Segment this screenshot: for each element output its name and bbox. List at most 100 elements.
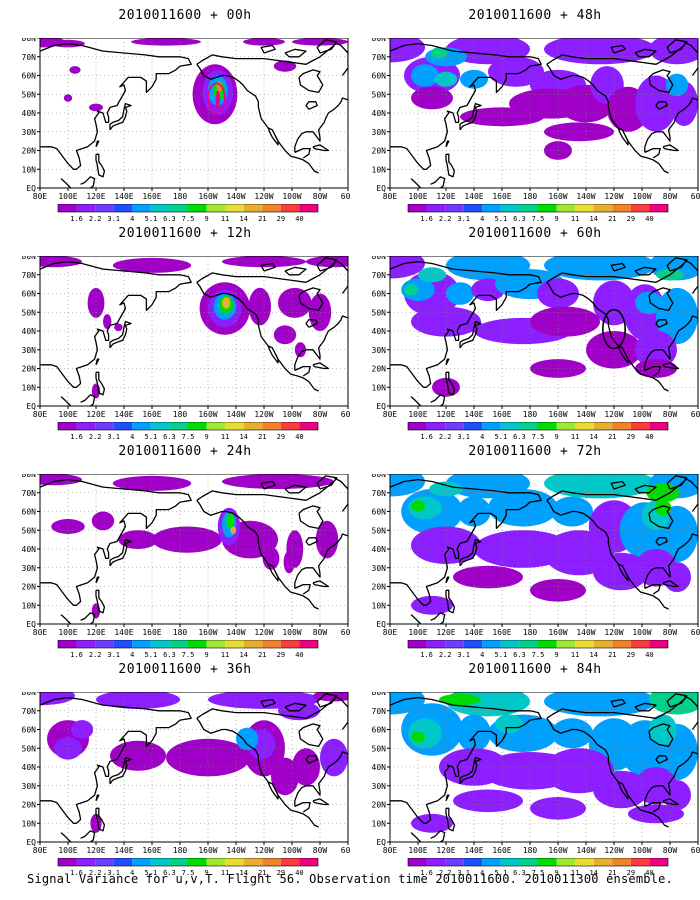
y-tick-label: 10N	[372, 383, 387, 392]
y-tick-label: 50N	[22, 90, 37, 99]
x-tick-label: 160E	[492, 410, 511, 419]
y-tick-label: 30N	[372, 346, 387, 355]
map-plot: EQ 10N 20N 30N 40N 50N 60N 70N 80N 80E 100E 120E 140…	[22, 256, 350, 419]
colorbar-label: 11	[221, 215, 229, 223]
colorbar-label: 6.3	[513, 869, 526, 877]
variance-contour	[418, 267, 446, 283]
colorbar-label: 14	[589, 215, 597, 223]
colorbar-swatch	[95, 422, 114, 430]
colorbar-label: 2.2	[439, 215, 452, 223]
colorbar-label: 29	[627, 651, 635, 659]
y-tick-label: 10N	[22, 819, 37, 828]
x-tick-label: 100W	[282, 628, 301, 637]
x-tick-label: 100E	[58, 846, 77, 855]
variance-field	[390, 256, 698, 397]
colorbar-swatch	[575, 422, 594, 430]
colorbar-swatch	[500, 640, 520, 648]
colorbar-swatch	[132, 422, 151, 430]
y-tick-label: 10N	[22, 383, 37, 392]
variance-contour	[411, 306, 481, 337]
variance-contour	[306, 256, 348, 268]
y-tick-label: 10N	[372, 819, 387, 828]
x-tick-label: 160W	[198, 846, 217, 855]
colorbar: 1.6 2.2 3.1 4 5.1 6.3 7.5 9 11 14 21 29 40	[57, 422, 319, 441]
variance-contour	[411, 526, 481, 565]
colorbar-swatch	[169, 422, 188, 430]
colorbar-swatch	[408, 858, 427, 866]
y-tick-label: 20N	[22, 147, 37, 156]
variance-contour	[103, 314, 112, 330]
colorbar-swatch	[169, 640, 188, 648]
x-tick-label: 100E	[58, 192, 77, 201]
x-tick-label: 120W	[254, 628, 273, 637]
x-tick-label: 160W	[198, 410, 217, 419]
colorbar-swatch	[280, 640, 300, 648]
colorbar-label: 1.6	[70, 433, 83, 441]
colorbar-swatch	[113, 858, 133, 866]
variance-contour	[411, 86, 453, 110]
colorbar-label: 3.1	[457, 869, 470, 877]
panel-title: 2010011600 + 24h	[118, 444, 252, 459]
colorbar-swatch	[612, 422, 631, 430]
x-tick-label: 80W	[663, 846, 678, 855]
x-tick-label: 120E	[86, 410, 105, 419]
colorbar-swatch	[150, 422, 170, 430]
map-panel-36h: 2010011600 + 36h EQ 10N 20N 30N 40N 50N 60N 70N 8…	[20, 662, 350, 880]
y-tick-label: 80N	[372, 474, 387, 479]
y-tick-label: 80N	[22, 474, 37, 479]
x-tick-label: 180	[523, 628, 538, 637]
x-tick-label: 140W	[576, 846, 595, 855]
variance-field	[40, 692, 348, 833]
gridlines	[40, 256, 348, 406]
variance-contour	[70, 720, 94, 739]
colorbar-swatch	[593, 640, 613, 648]
colorbar-swatch	[132, 204, 151, 212]
colorbar-swatch	[408, 422, 427, 430]
variance-field	[390, 692, 698, 833]
y-tick-label: 10N	[372, 601, 387, 610]
variance-contour	[457, 714, 491, 753]
x-tick-label: 160W	[548, 628, 567, 637]
x-tick-label: 140E	[464, 410, 483, 419]
colorbar-label: 40	[645, 651, 653, 659]
y-tick-label: 50N	[372, 526, 387, 535]
y-tick-label: 60N	[372, 726, 387, 735]
colorbar-label: 11	[571, 869, 579, 877]
colorbar-label: 9	[204, 215, 208, 223]
colorbar-label: 11	[571, 433, 579, 441]
colorbar-label: 9	[204, 869, 208, 877]
colorbar-swatch	[225, 204, 244, 212]
variance-contour	[411, 595, 453, 615]
x-tick-label: 100W	[632, 410, 651, 419]
variance-contour	[278, 287, 312, 318]
x-tick-label: 60W	[341, 192, 350, 201]
variance-contour	[530, 306, 600, 337]
colorbar-swatch	[58, 858, 77, 866]
x-tick-label: 180	[173, 846, 188, 855]
panel-title: 2010011600 + 36h	[118, 662, 252, 677]
x-tick-label: 80E	[383, 192, 398, 201]
x-tick-label: 80E	[383, 410, 398, 419]
colorbar-label: 7.5	[182, 651, 195, 659]
colorbar: 1.6 2.2 3.1 4 5.1 6.3 7.5 9 11 14 21 29 40	[407, 422, 669, 441]
x-tick-label: 140W	[576, 628, 595, 637]
colorbar-swatch	[206, 422, 226, 430]
map-plot: EQ 10N 20N 30N 40N 50N 60N 70N 80N 80E 100E 120E 140…	[372, 38, 700, 201]
x-tick-label: 160W	[548, 410, 567, 419]
variance-contour	[649, 38, 698, 65]
variance-contour	[215, 90, 220, 110]
variance-contour	[663, 780, 691, 811]
colorbar-swatch	[538, 204, 557, 212]
x-tick-label: 180	[523, 410, 538, 419]
colorbar-swatch	[426, 640, 446, 648]
x-tick-label: 160W	[198, 192, 217, 201]
y-tick-label: 20N	[22, 583, 37, 592]
x-tick-label: 160E	[142, 628, 161, 637]
y-tick-label: EQ	[376, 838, 386, 847]
colorbar-swatch	[262, 204, 281, 212]
y-tick-label: 50N	[22, 308, 37, 317]
colorbar-swatch	[132, 858, 151, 866]
colorbar-label: 40	[295, 433, 303, 441]
variance-contour	[544, 38, 656, 65]
y-tick-label: 30N	[372, 564, 387, 573]
